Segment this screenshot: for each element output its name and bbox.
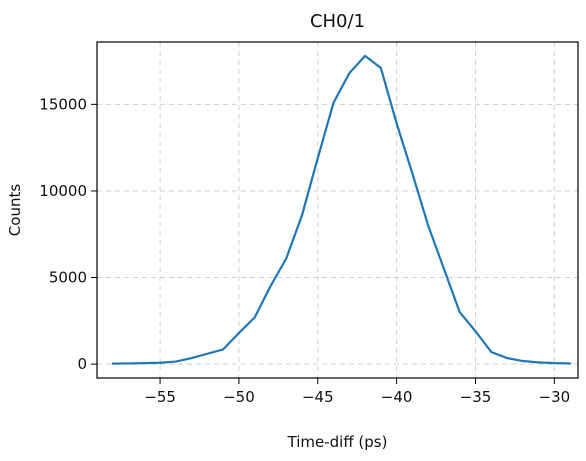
- y-tick-label: 15000: [39, 95, 87, 113]
- series-layer: [111, 54, 572, 365]
- x-tick-label: −55: [144, 388, 176, 406]
- x-axis-label: Time-diff (ps): [287, 433, 388, 451]
- chart-title: CH0/1: [310, 11, 365, 32]
- y-tick-label: 10000: [39, 182, 87, 200]
- x-tick-label: −40: [381, 388, 413, 406]
- y-axis-label: Counts: [6, 184, 24, 237]
- x-tick-label: −50: [223, 388, 255, 406]
- x-tick-label: −45: [302, 388, 334, 406]
- grid: [97, 42, 578, 378]
- x-tick-label: −35: [460, 388, 492, 406]
- y-tick-label: 5000: [49, 269, 87, 287]
- plot-frame: [96, 41, 579, 379]
- ticks: −55 −50 −45 −40 −35 −30 0 5000 10000 15000: [39, 95, 570, 406]
- y-tick-label: 0: [77, 355, 87, 373]
- series-line: [111, 54, 572, 365]
- x-tick-label: −30: [539, 388, 571, 406]
